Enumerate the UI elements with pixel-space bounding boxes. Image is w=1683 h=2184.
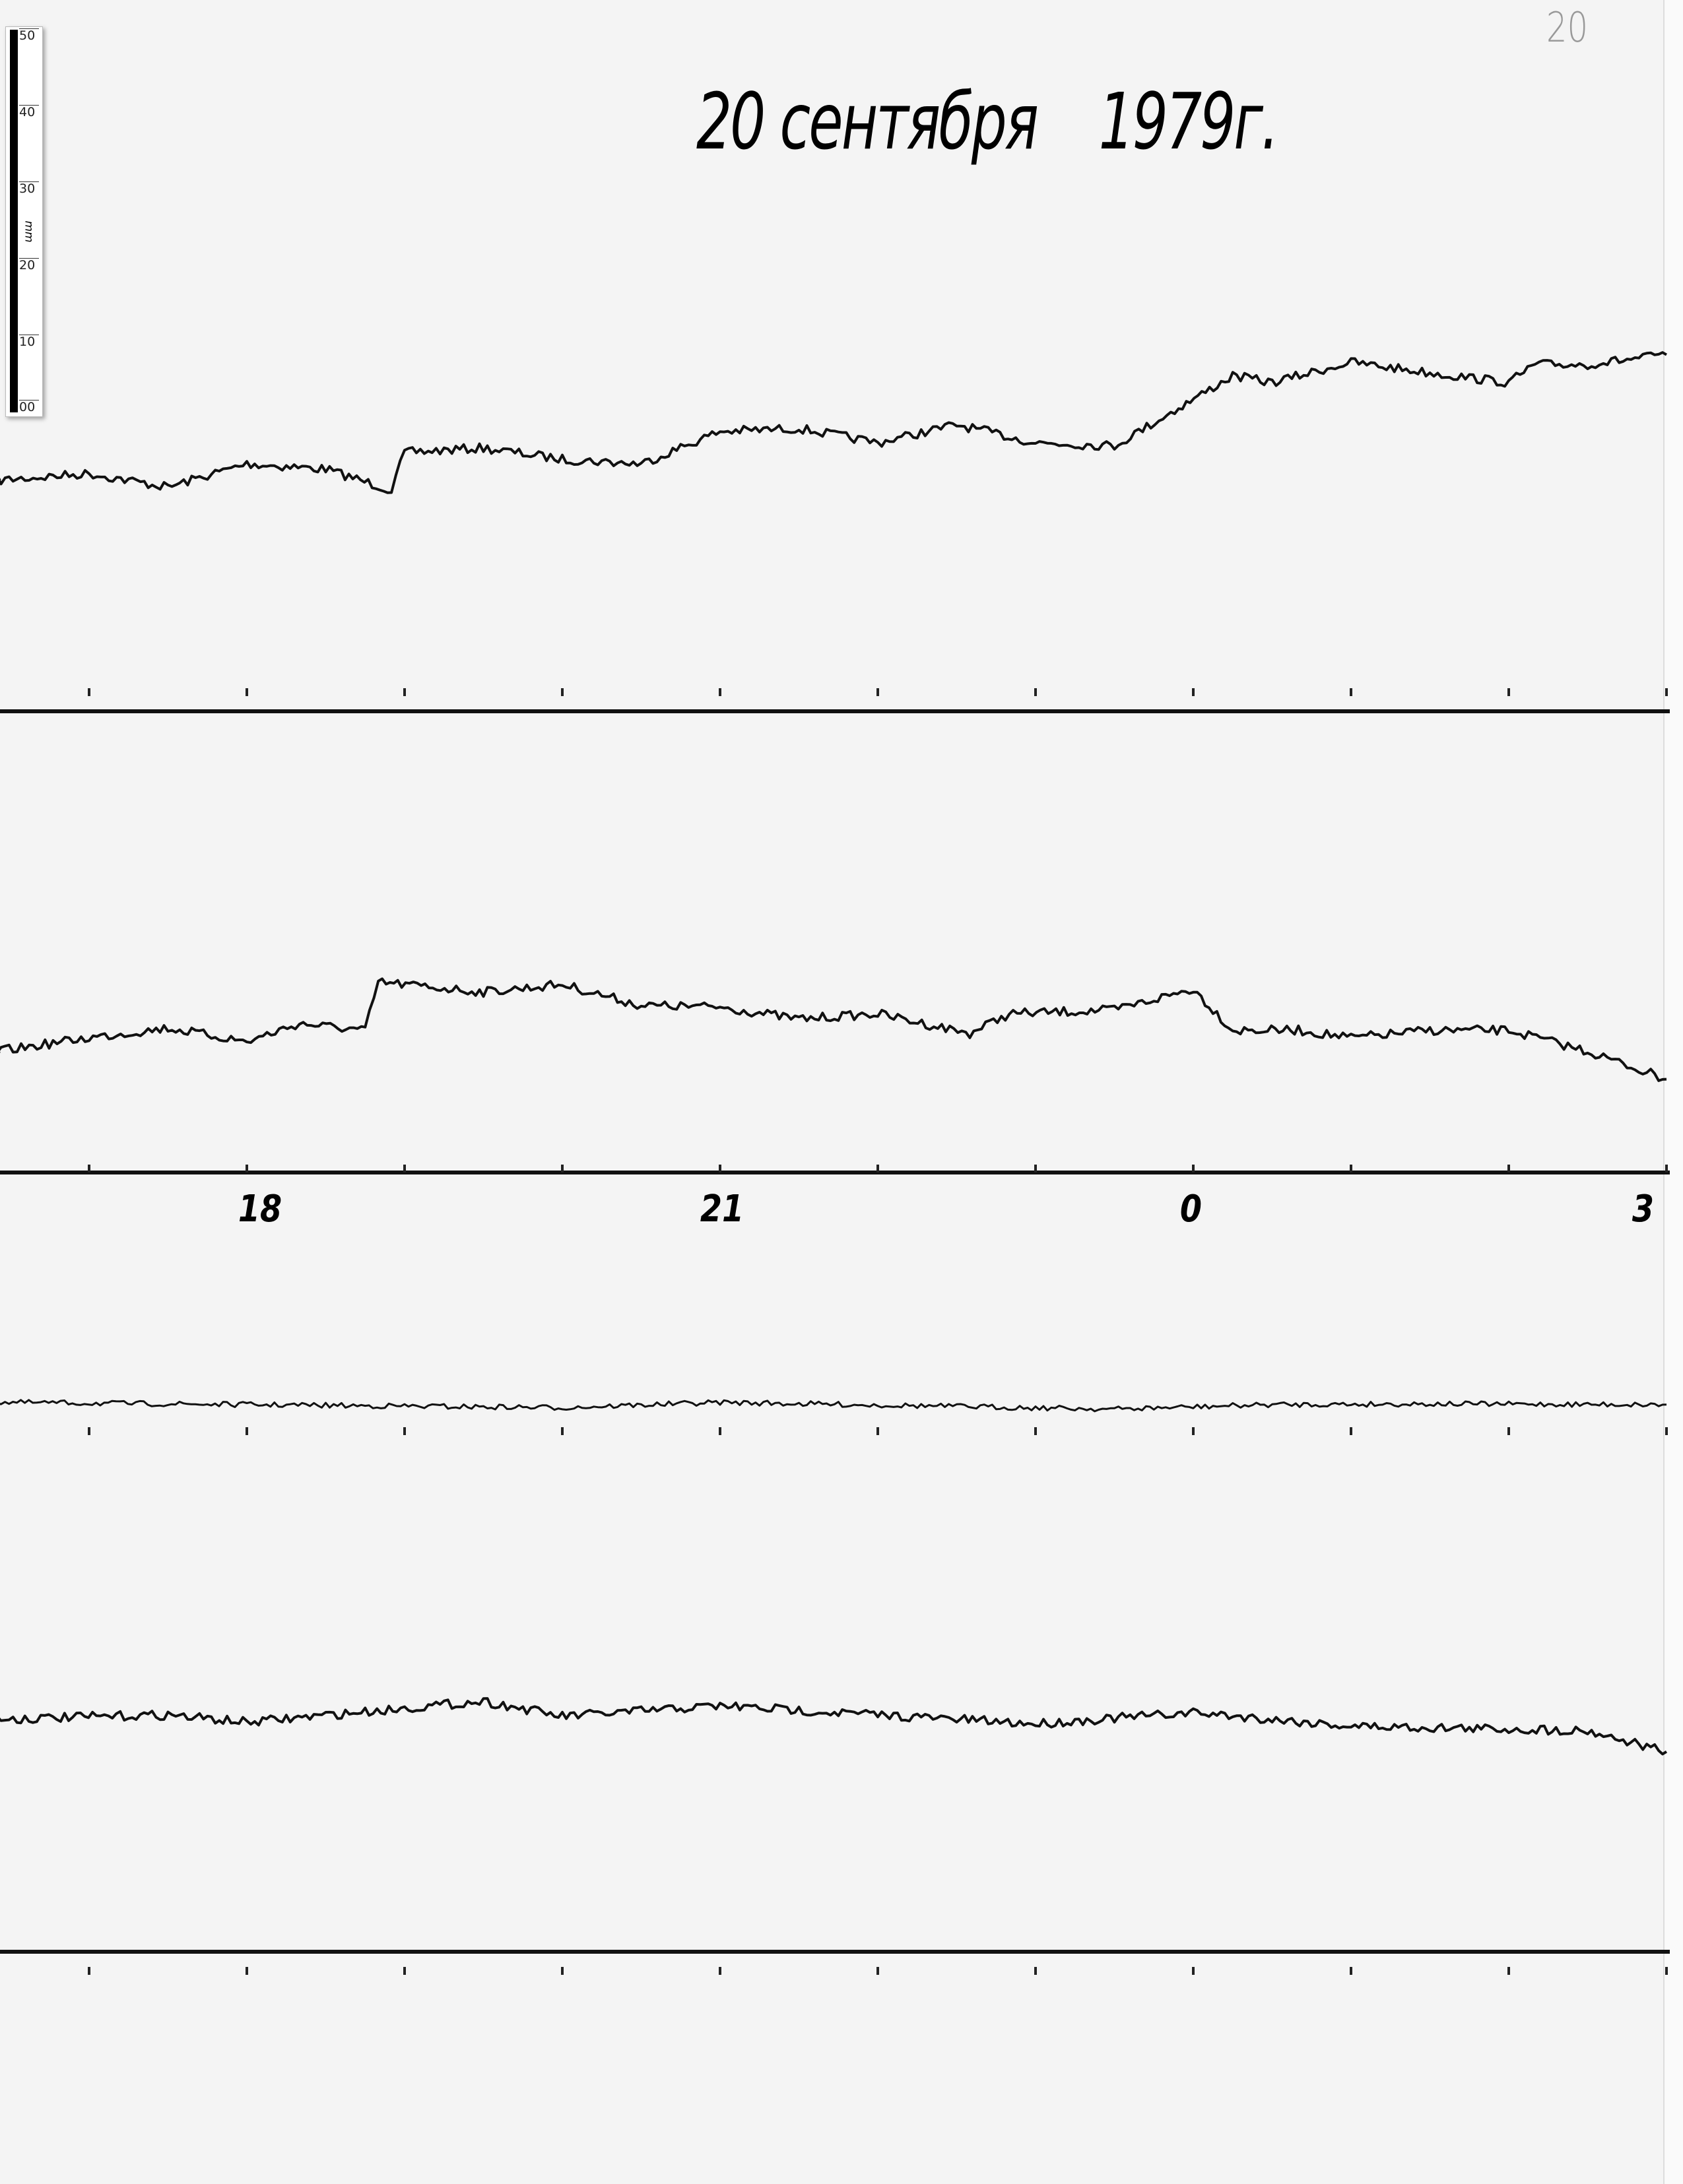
title-year: 1979г. <box>1098 76 1279 167</box>
page-title: 20 сентября 1979г. <box>696 76 1279 167</box>
scale-ruler: 50 40 30 mm 20 10 00 <box>5 26 43 417</box>
title-date: 20 сентября <box>696 76 1039 167</box>
ruler-label: 00 <box>19 400 39 414</box>
ruler-label: 20 <box>19 258 39 272</box>
trace-component-3 <box>0 1399 1667 1413</box>
ruler-label: 30 <box>19 181 39 195</box>
x-tick-label: 21 <box>700 1188 744 1231</box>
trace-component-4 <box>0 1697 1668 1756</box>
ruler-label: 50 <box>19 28 39 42</box>
trace-component-2 <box>0 977 1667 1082</box>
x-tick-label: 18 <box>238 1188 282 1231</box>
x-tick-label: 3 <box>1632 1188 1655 1231</box>
trace-component-1 <box>0 351 1667 494</box>
ruler-label: 10 <box>19 335 39 348</box>
ruler-label: 40 <box>19 105 39 119</box>
ruler-bar <box>10 30 18 412</box>
paper-edge <box>1663 0 1683 2184</box>
page-number: 20 <box>1546 3 1589 51</box>
x-tick-label: 0 <box>1179 1188 1203 1231</box>
